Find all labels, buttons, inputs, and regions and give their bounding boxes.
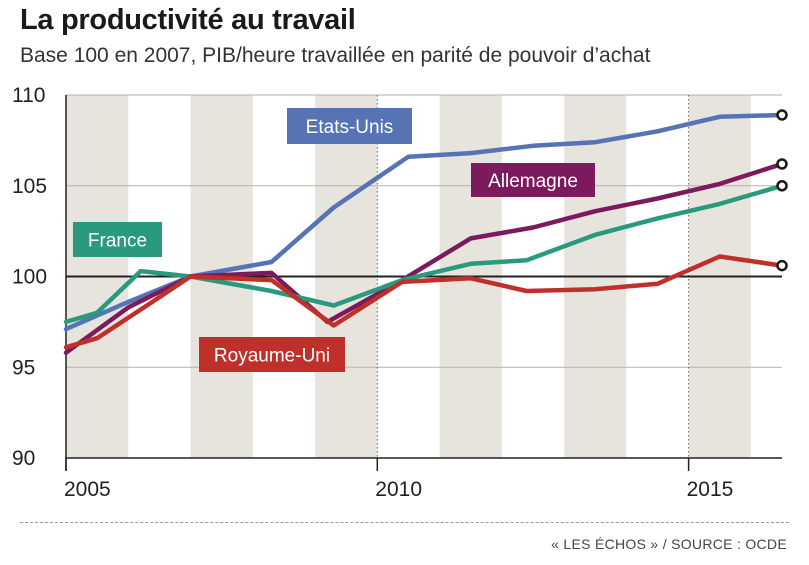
series-label-text: France (88, 231, 147, 252)
series-endpoint (776, 109, 788, 121)
series-endpoint (776, 180, 788, 192)
series-label-etats-unis: Etats-Unis (287, 108, 412, 144)
chart-title: La productivité au travail (20, 4, 356, 36)
series-label-box (73, 222, 162, 257)
y-tick-label: 105 (12, 175, 47, 198)
series-label-text: Etats-Unis (306, 117, 394, 138)
series-line-france (63, 183, 785, 325)
series-labels: Etats-Unis Allemagne France Royaume-Uni (73, 108, 595, 372)
series-label-allemagne: Allemagne (471, 163, 595, 197)
series-endpoint (776, 259, 788, 272)
series-label-text: Allemagne (488, 171, 578, 192)
series-endpoints (776, 109, 788, 272)
series-label-france: France (73, 222, 162, 257)
series-lines (63, 112, 785, 355)
x-tick-label: 2005 (64, 478, 111, 501)
footer-divider (20, 522, 789, 523)
source-credit: « LES ÉCHOS » / SOURCE : OCDE (551, 536, 787, 552)
y-tick-label: 110 (12, 84, 45, 107)
series-label-box (287, 108, 412, 144)
x-tick-label: 2010 (375, 478, 422, 501)
series-label-box (199, 337, 345, 372)
series-line-allemagne (63, 161, 785, 355)
x-tick-label: 2015 (687, 478, 734, 501)
series-line-etats-unis (63, 112, 785, 332)
series-line-royaume-uni (63, 254, 785, 350)
y-tick-label: 95 (12, 356, 35, 379)
series-label-royaume-uni: Royaume-Uni (199, 337, 345, 372)
series-endpoint (776, 158, 788, 170)
y-tick-label: 90 (12, 447, 35, 470)
chart-subtitle: Base 100 en 2007, PIB/heure travaillée e… (20, 44, 651, 67)
y-tick-label: 100 (12, 266, 47, 289)
series-label-text: Royaume-Uni (214, 346, 330, 367)
series-label-box (471, 163, 595, 197)
